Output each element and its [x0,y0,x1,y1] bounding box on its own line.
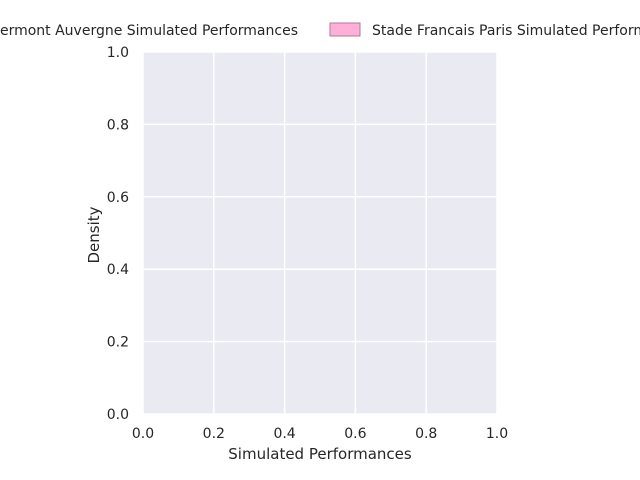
legend-label-stade-francais: Stade Francais Paris Simulated Performan… [372,23,640,39]
x-tick-label: 0.4 [273,426,295,442]
legend-swatch-stade-francais [329,22,361,37]
y-tick-label: 0.8 [107,117,129,133]
x-tick-label: 0.2 [203,426,225,442]
plot-area [143,52,497,414]
legend-entry-stade-francais: Stade Francais Paris Simulated Performan… [329,22,640,39]
x-tick-label: 0.8 [415,426,437,442]
x-tick-labels: 0.0 0.2 0.4 0.6 0.8 1.0 [132,426,508,442]
x-tick-label: 0.6 [344,426,366,442]
y-tick-label: 0.0 [107,407,129,423]
y-tick-label: 0.6 [107,190,129,206]
x-tick-label: 1.0 [486,426,508,442]
legend: Clermont Auvergne Simulated Performances… [0,22,640,39]
legend-label-clermont: Clermont Auvergne Simulated Performances [0,23,298,39]
legend-entry-clermont: Clermont Auvergne Simulated Performances [0,23,298,39]
x-axis-label: Simulated Performances [228,445,412,463]
y-tick-label: 1.0 [107,45,129,61]
gridlines [142,51,498,415]
y-tick-labels: 0.0 0.2 0.4 0.6 0.8 1.0 [107,45,129,423]
y-tick-label: 0.4 [107,262,129,278]
x-tick-label: 0.0 [132,426,154,442]
y-axis-label: Density [85,206,103,263]
y-tick-label: 0.2 [107,335,129,351]
